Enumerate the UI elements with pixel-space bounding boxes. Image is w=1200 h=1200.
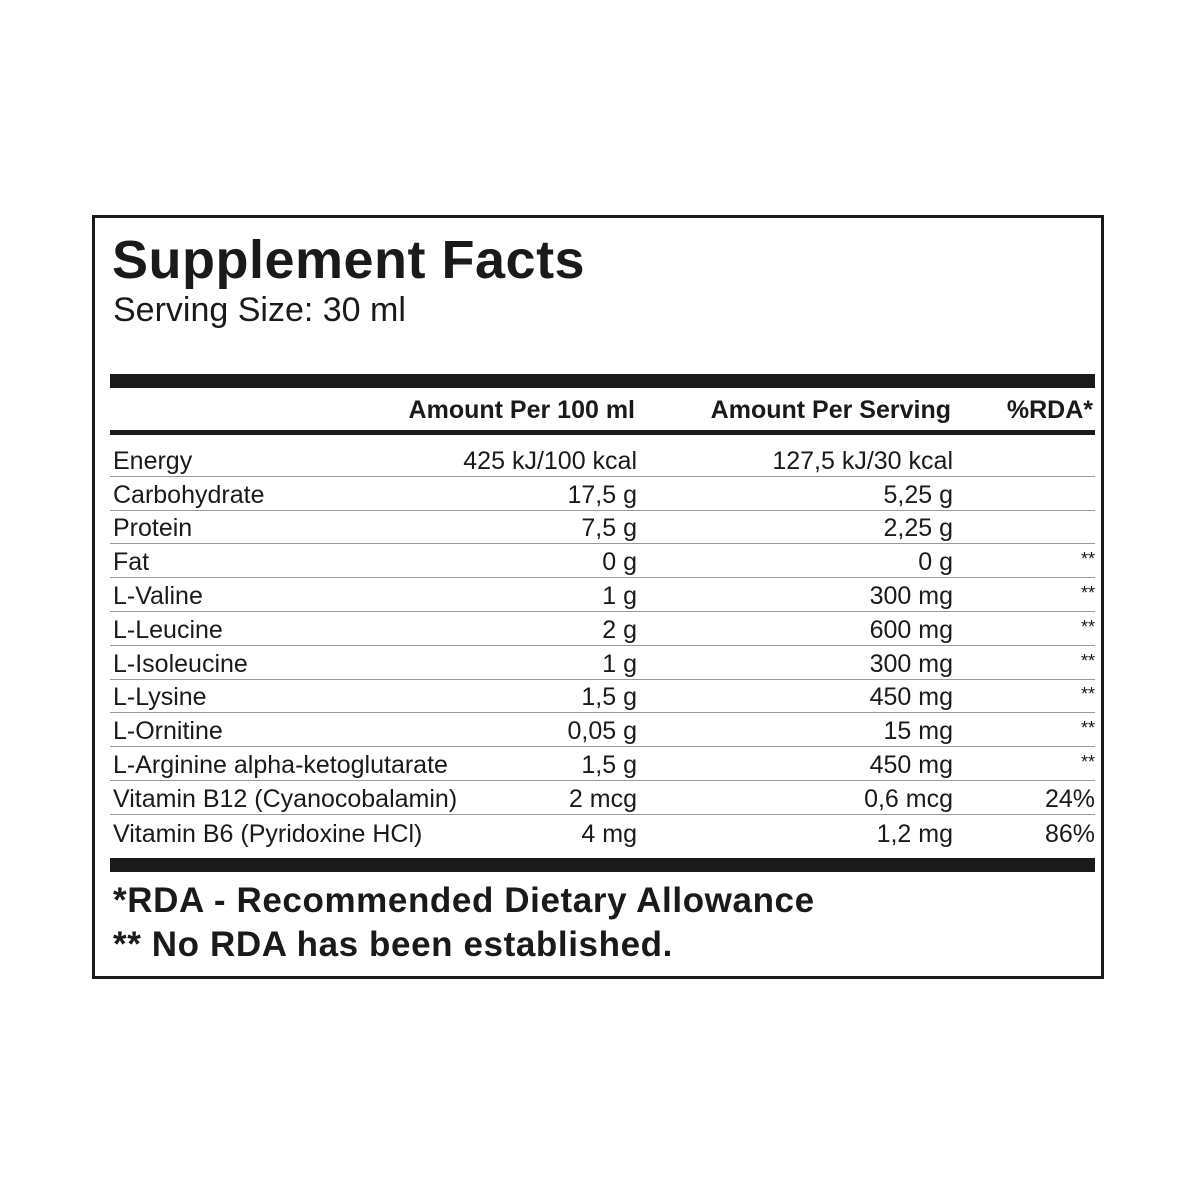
nutrient-name: Vitamin B6 (Pyridoxine HCl) [113,819,423,848]
header-divider-bar [110,430,1095,435]
amount-per-100ml: 0 g [602,548,637,577]
amount-per-serving: 300 mg [869,581,953,610]
footnote-rda-definition: *RDA - Recommended Dietary Allowance [113,881,815,920]
rda-value: ** [1080,718,1095,739]
nutrient-name: L-Valine [113,581,203,610]
table-row: Vitamin B12 (Cyanocobalamin) 2 mcg 0,6 m… [110,781,1095,815]
amount-per-serving: 127,5 kJ/30 kcal [772,446,953,475]
nutrient-name: Energy [113,446,193,475]
label-title: Supplement Facts [112,230,586,290]
column-header-per-100ml: Amount Per 100 ml [408,396,635,424]
table-row: L-Ornitine 0,05 g 15 mg ** [110,713,1095,748]
amount-per-serving: 600 mg [869,615,953,644]
table-row: Vitamin B6 (Pyridoxine HCl) 4 mg 1,2 mg … [110,815,1095,849]
nutrient-name: L-Leucine [113,615,223,644]
amount-per-serving: 450 mg [869,683,953,712]
nutrient-name: Protein [113,514,193,543]
table-row: L-Isoleucine 1 g 300 mg ** [110,646,1095,680]
table-row: L-Lysine 1,5 g 450 mg ** [110,680,1095,714]
table-row: Energy 425 kJ/100 kcal 127,5 kJ/30 kcal [110,443,1095,477]
amount-per-100ml: 1,5 g [581,750,637,779]
amount-per-serving: 15 mg [883,717,953,746]
amount-per-100ml: 425 kJ/100 kcal [463,446,637,475]
nutrient-name: Vitamin B12 (Cyanocobalamin) [113,784,458,813]
amount-per-100ml: 0,05 g [567,717,637,746]
table-row: Carbohydrate 17,5 g 5,25 g [110,477,1095,511]
nutrient-name: L-Lysine [113,683,207,712]
table-row: Protein 7,5 g 2,25 g [110,511,1095,545]
top-divider-bar [110,374,1095,388]
column-header-rda: %RDA* [1006,396,1093,424]
footnote-no-rda: ** No RDA has been established. [113,925,673,964]
amount-per-100ml: 2 mcg [568,784,637,813]
nutrient-name: L-Arginine alpha-ketoglutarate [113,750,448,779]
supplement-facts-panel [92,215,1104,979]
rda-value: ** [1080,751,1095,772]
amount-per-serving: 300 mg [869,649,953,678]
rda-value: ** [1080,650,1095,671]
amount-per-100ml: 4 mg [581,819,637,848]
amount-per-serving: 2,25 g [883,514,953,543]
rda-value: 24% [1044,784,1095,813]
nutrient-name: L-Isoleucine [113,649,248,678]
rda-value: ** [1080,582,1095,603]
rda-value: ** [1080,549,1095,570]
table-row: Fat 0 g 0 g ** [110,544,1095,579]
amount-per-serving: 5,25 g [883,480,953,509]
column-header-per-serving: Amount Per Serving [710,396,951,424]
amount-per-serving: 1,2 mg [876,819,953,848]
nutrient-name: Fat [113,548,150,577]
table-row: L-Valine 1 g 300 mg ** [110,578,1095,612]
serving-size: Serving Size: 30 ml [113,291,406,329]
rda-value: ** [1080,684,1095,705]
rda-value: ** [1080,616,1095,637]
amount-per-100ml: 1 g [602,649,637,678]
rda-value: 86% [1044,819,1095,848]
amount-per-100ml: 7,5 g [581,514,637,543]
nutrient-name: L-Ornitine [113,717,223,746]
table-row: L-Leucine 2 g 600 mg ** [110,612,1095,646]
table-row: L-Arginine alpha-ketoglutarate 1,5 g 450… [110,747,1095,781]
amount-per-100ml: 2 g [602,615,637,644]
amount-per-serving: 0,6 mcg [864,784,953,813]
amount-per-100ml: 1,5 g [581,683,637,712]
amount-per-serving: 0 g [918,548,953,577]
bottom-divider-bar [110,858,1095,872]
amount-per-serving: 450 mg [869,750,953,779]
amount-per-100ml: 1 g [602,581,637,610]
nutrient-name: Carbohydrate [113,480,265,509]
amount-per-100ml: 17,5 g [567,480,637,509]
nutrient-table: Energy 425 kJ/100 kcal 127,5 kJ/30 kcal … [110,443,1095,849]
